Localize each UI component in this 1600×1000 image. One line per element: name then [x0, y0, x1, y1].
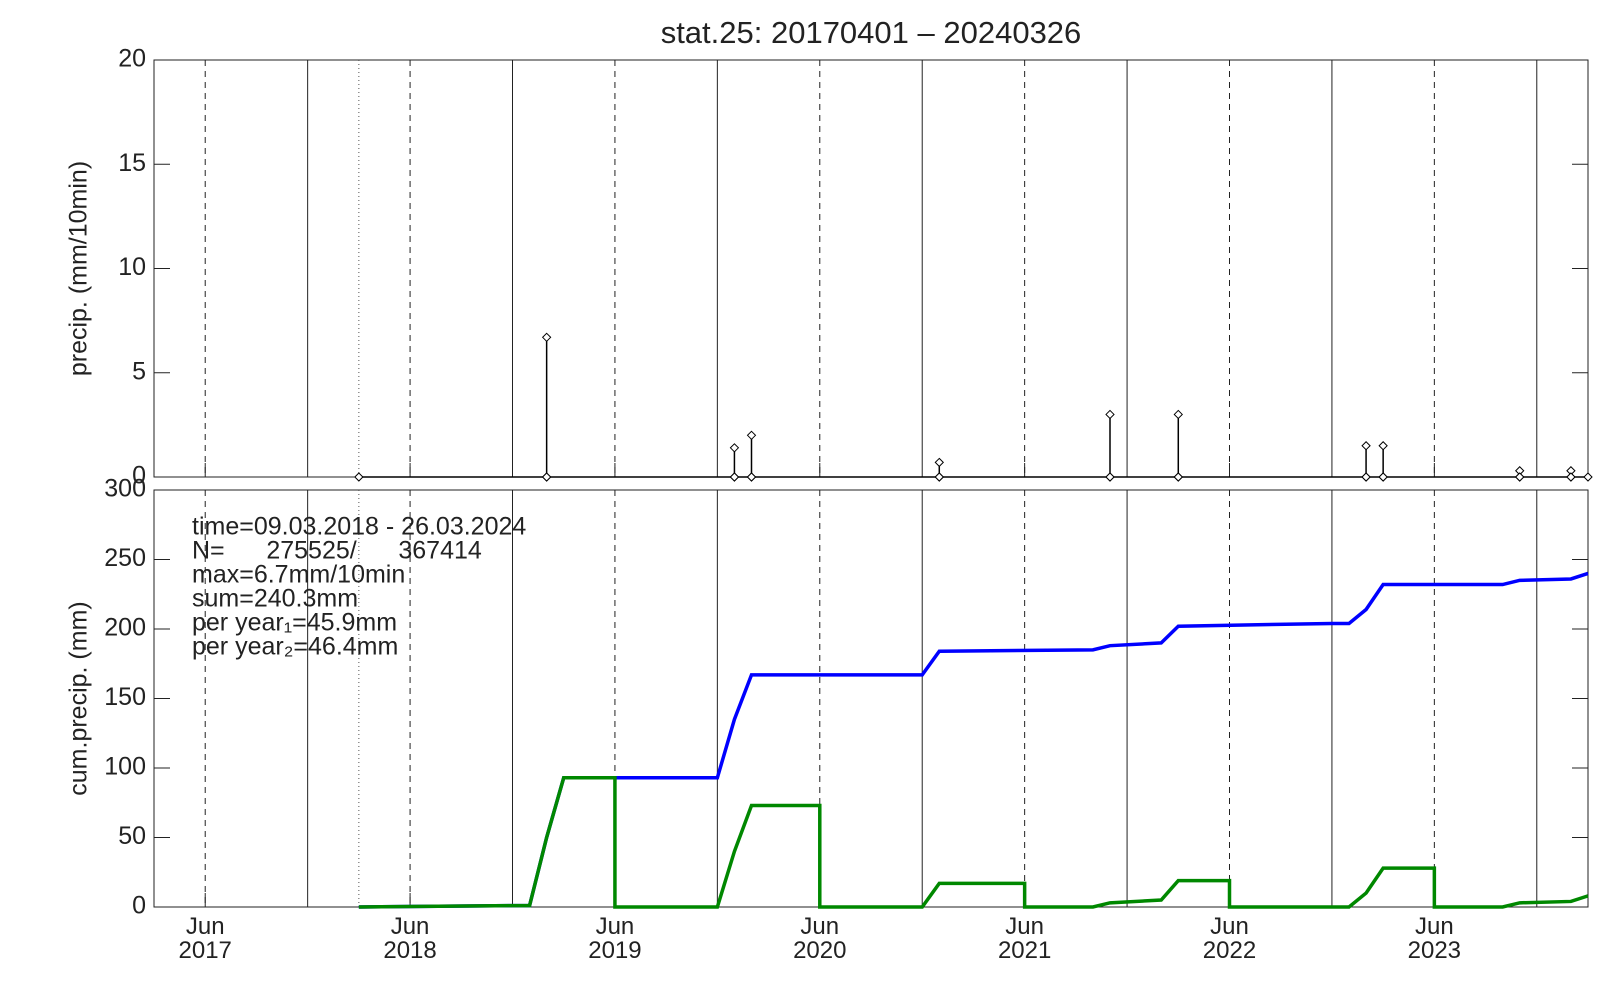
data-point — [354, 472, 364, 482]
data-point — [1515, 472, 1525, 482]
y-tick-label: 10 — [118, 253, 146, 281]
annotation: per year₁=45.9mm — [192, 609, 397, 637]
x-tick-label: Jun 2020 — [793, 913, 847, 964]
annotation: per year₂=46.4mm — [192, 633, 398, 661]
data-point — [746, 472, 757, 482]
x-tick-label: Jun 2018 — [383, 913, 437, 964]
data-point — [934, 472, 944, 482]
y-tick-label: 150 — [104, 683, 146, 711]
y-tick-label: 5 — [132, 357, 146, 385]
x-tick-label: Jun 2023 — [1407, 913, 1462, 964]
data-line — [358, 775, 1589, 909]
data-point — [934, 457, 944, 468]
y-axis-label: cum.precip. (mm) — [65, 601, 93, 795]
annotation: max=6.7mm/10min — [192, 561, 405, 589]
x-tick-label: Jun 2021 — [997, 913, 1052, 964]
data-point — [1105, 472, 1115, 482]
y-tick-label: 50 — [118, 822, 146, 850]
data-point — [1361, 441, 1371, 451]
data-point — [541, 332, 552, 343]
y-tick-label: 0 — [132, 462, 146, 490]
data-point — [1361, 472, 1371, 482]
y-tick-label: 20 — [118, 45, 146, 73]
data-point — [541, 472, 552, 482]
data-line — [358, 337, 1588, 478]
data-point — [1173, 472, 1183, 482]
y-tick-label: 200 — [104, 614, 146, 642]
y-tick-label: 250 — [104, 544, 146, 572]
data-point — [729, 443, 740, 453]
annotation: sum=240.3mm — [192, 585, 358, 613]
chart-title: stat.25: 20170401 – 20240326 — [661, 15, 1082, 50]
data-point — [1105, 409, 1115, 420]
data-point — [729, 472, 740, 482]
x-tick-label: Jun 2022 — [1202, 913, 1257, 964]
plot-frame — [153, 59, 1589, 478]
annotation: time=09.03.2018 - 26.03.2024 — [192, 513, 526, 541]
data-point — [1378, 472, 1388, 482]
y-tick-label: 300 — [104, 475, 146, 503]
annotation: N= 275525/ 367414 — [192, 537, 482, 565]
data-point — [1378, 441, 1388, 451]
y-tick-label: 100 — [104, 753, 146, 781]
data-point — [746, 430, 757, 441]
data-point — [1173, 409, 1183, 420]
data-point — [1583, 472, 1593, 482]
data-point — [1566, 472, 1576, 482]
y-tick-label: 0 — [132, 892, 146, 920]
y-axis-label: precip. (mm/10min) — [65, 161, 93, 376]
x-tick-label: Jun 2017 — [178, 913, 232, 964]
x-tick-label: Jun 2019 — [588, 913, 642, 964]
y-tick-label: 15 — [118, 149, 146, 177]
